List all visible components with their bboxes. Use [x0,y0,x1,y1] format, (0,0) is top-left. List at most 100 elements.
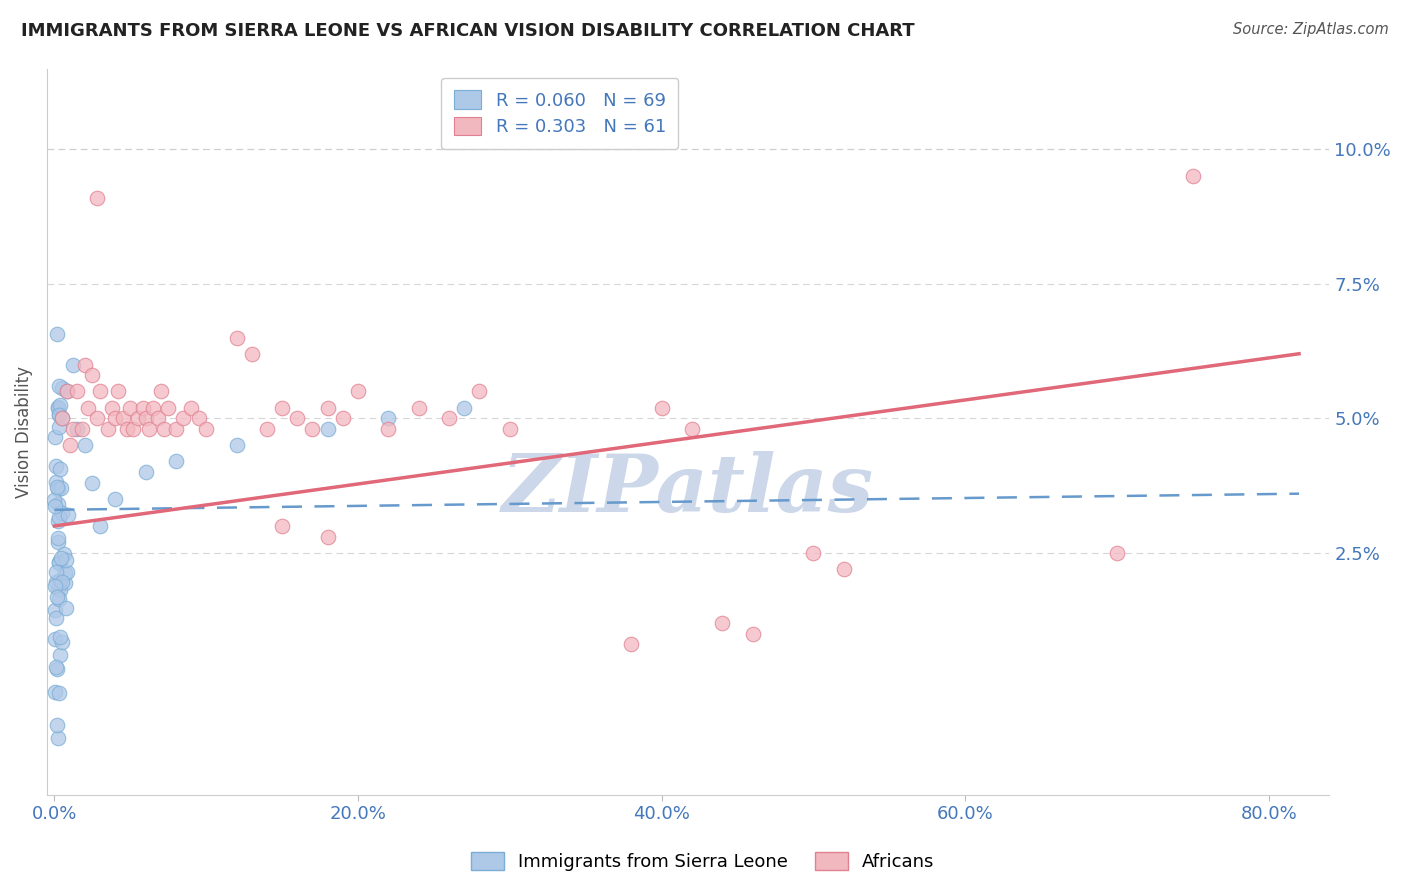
Point [55,565,77,579]
Point [48,686,70,700]
Point [45,459,67,474]
Point [741,626,763,640]
Point [45,475,67,489]
Point [101,401,124,415]
Point [135,465,157,479]
Point [44,579,66,593]
Point [117,422,139,436]
Point [45,661,67,675]
Point [59,438,82,452]
Point [131,401,153,415]
Point [46,483,69,497]
Point [46,731,69,745]
Point [48,401,70,415]
Point [49,398,72,412]
Point [301,422,323,436]
Point [89,384,111,399]
Point [48,630,70,644]
Point [48,591,70,606]
Point [51,574,73,589]
Point [225,330,247,344]
Point [48,407,70,421]
Point [1181,169,1204,183]
Point [51,635,73,649]
Y-axis label: Vision Disability: Vision Disability [15,366,32,498]
Point [437,411,460,425]
Point [408,401,430,415]
Point [681,422,703,436]
Point [45,480,67,494]
Point [89,519,111,533]
Point [48,556,70,570]
Point [49,574,72,588]
Point [316,401,339,415]
Point [180,401,202,415]
Point [46,531,69,545]
Point [832,562,855,576]
Point [44,685,66,699]
Point [44,430,66,444]
Point [48,379,70,393]
Point [51,551,73,566]
Point [165,422,187,436]
Point [56,508,79,522]
Point [499,422,522,436]
Point [157,401,180,415]
Point [377,411,399,425]
Point [165,454,187,468]
Point [76,401,98,415]
Point [225,438,247,452]
Point [152,422,174,436]
Point [46,718,69,732]
Point [44,632,66,646]
Point [82,475,104,490]
Point [45,326,67,341]
Point [651,401,673,415]
Point [45,565,67,579]
Point [51,411,73,425]
Point [55,384,77,399]
Point [51,381,73,395]
Point [82,368,104,383]
Point [149,384,172,399]
Legend: R = 0.060   N = 69, R = 0.303   N = 61: R = 0.060 N = 69, R = 0.303 N = 61 [441,78,679,149]
Point [45,611,67,625]
Point [73,438,96,452]
Point [48,555,70,569]
Point [316,530,339,544]
Point [111,411,134,425]
Point [66,384,89,399]
Point [53,566,76,581]
Point [256,422,278,436]
Point [146,411,169,425]
Point [86,411,108,425]
Point [48,420,70,434]
Point [66,422,89,436]
Point [44,499,66,513]
Point [801,546,824,560]
Point [53,575,76,590]
Legend: Immigrants from Sierra Leone, Africans: Immigrants from Sierra Leone, Africans [464,846,942,879]
Point [51,506,73,520]
Point [271,401,294,415]
Point [55,384,77,399]
Point [285,411,308,425]
Point [48,408,70,422]
Point [138,422,160,436]
Point [53,547,76,561]
Point [73,358,96,372]
Point [1105,546,1128,560]
Point [45,660,67,674]
Point [711,615,734,630]
Point [271,519,294,533]
Point [62,422,84,436]
Point [51,411,73,425]
Point [104,411,127,425]
Point [55,601,77,615]
Point [107,384,129,399]
Point [142,401,165,415]
Point [127,411,149,425]
Point [49,648,72,662]
Point [49,481,72,495]
Point [46,514,69,528]
